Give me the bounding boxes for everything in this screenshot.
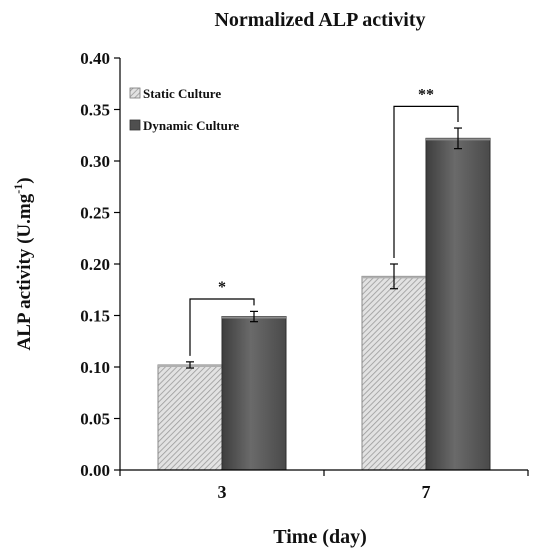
error-bars bbox=[186, 127, 462, 369]
bar-dynamic-day-3 bbox=[221, 316, 287, 471]
x-axis-label: Time (day) bbox=[273, 526, 367, 548]
y-tick-label: 0.00 bbox=[80, 461, 110, 480]
y-axis-label-close: ) bbox=[14, 177, 35, 183]
bar-static-day-7 bbox=[361, 275, 427, 471]
legend-label-dynamic: Dynamic Culture bbox=[143, 118, 239, 133]
y-axis-label: ALP activity (U.mg-1) bbox=[11, 177, 35, 350]
significance-markers: *** bbox=[189, 86, 459, 356]
chart-title: Normalized ALP activity bbox=[214, 9, 425, 31]
y-tick-label: 0.20 bbox=[80, 255, 110, 274]
bars bbox=[157, 137, 491, 471]
y-axis: 0.00 0.05 0.10 0.15 0.20 0.25 0.30 0.35 0.40 bbox=[80, 49, 120, 480]
y-tick-label: 0.10 bbox=[80, 358, 110, 377]
significance-bracket bbox=[189, 298, 255, 356]
y-tick-label: 0.05 bbox=[80, 410, 110, 429]
y-axis-label-superscript: -1 bbox=[11, 184, 25, 194]
y-tick-label: 0.15 bbox=[80, 307, 110, 326]
x-tick-label: 7 bbox=[422, 482, 431, 502]
y-tick-label: 0.35 bbox=[80, 101, 110, 120]
y-tick-label: 0.25 bbox=[80, 204, 110, 223]
y-tick-label: 0.30 bbox=[80, 152, 110, 171]
bar-dynamic-day-7 bbox=[425, 137, 491, 471]
legend-label-static: Static Culture bbox=[143, 86, 221, 101]
bar-static-day-3 bbox=[157, 364, 223, 471]
x-tick-label: 3 bbox=[218, 482, 227, 502]
y-axis-label-main: ALP activity (U.mg bbox=[14, 193, 35, 350]
legend-swatch-dynamic bbox=[129, 119, 141, 131]
y-tick-label: 0.40 bbox=[80, 49, 110, 68]
significance-label: * bbox=[218, 279, 226, 296]
legend-swatch-static bbox=[129, 87, 141, 99]
legend: Static Culture Dynamic Culture bbox=[129, 86, 239, 133]
significance-label: ** bbox=[418, 86, 434, 103]
significance-bracket bbox=[393, 105, 459, 258]
